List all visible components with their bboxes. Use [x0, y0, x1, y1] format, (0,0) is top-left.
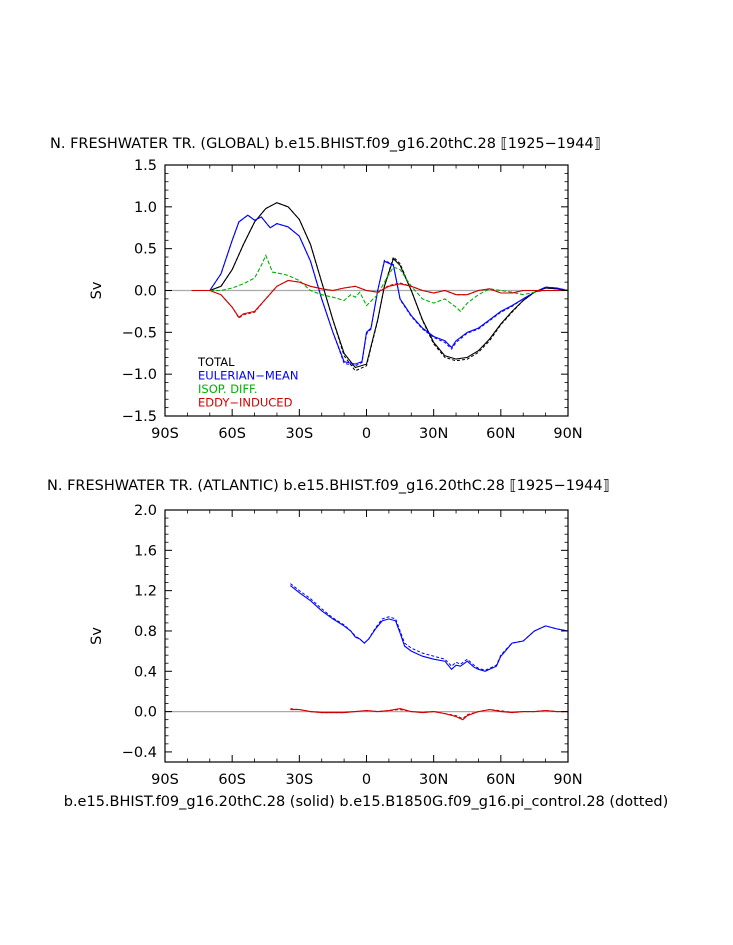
x-tick-label: 30N [419, 772, 448, 788]
chart-panel-2: N. FRESHWATER TR. (ATLANTIC) b.e15.BHIST… [47, 478, 668, 810]
y-tick-label: −0.5 [122, 325, 157, 341]
x-tick-label: 90S [151, 426, 179, 442]
y-tick-label: −0.4 [122, 745, 157, 761]
y-tick-label: −1.0 [122, 367, 157, 383]
series-line-1 [290, 585, 569, 672]
series-line-3 [191, 253, 568, 313]
series-line-dotted-2 [290, 708, 568, 720]
y-tick-label: 1.2 [134, 584, 157, 600]
chart-panel-1: N. FRESHWATER TR. (GLOBAL) b.e15.BHIST.f… [50, 136, 601, 442]
x-tick-label: 30S [286, 772, 314, 788]
x-tick-label: 0 [362, 426, 371, 442]
y-tick-label: 0.4 [134, 664, 157, 680]
chart-title: N. FRESHWATER TR. (GLOBAL) b.e15.BHIST.f… [50, 136, 601, 152]
series-line-dotted-1 [290, 583, 569, 671]
chart-title: N. FRESHWATER TR. (ATLANTIC) b.e15.BHIST… [47, 478, 610, 494]
x-tick-label: 90N [553, 772, 582, 788]
x-tick-label: 30N [419, 426, 448, 442]
y-axis-label: Sv [89, 281, 105, 299]
y-tick-label: 0.5 [134, 242, 157, 258]
x-tick-label: 60N [486, 426, 515, 442]
y-tick-label: 0.0 [134, 705, 157, 721]
legend-entry: EDDY−INDUCED [198, 396, 293, 410]
y-tick-label: 0.0 [134, 284, 157, 300]
series-line-4 [191, 279, 568, 319]
legend-entry: TOTAL [197, 355, 235, 369]
series-line-dotted-1 [191, 202, 569, 372]
y-tick-label: 1.6 [134, 543, 157, 559]
y-tick-label: 0.8 [134, 624, 157, 640]
x-tick-label: 0 [362, 772, 371, 788]
x-tick-label: 60S [218, 426, 246, 442]
series-line-2 [191, 214, 569, 365]
x-tick-label: 90N [553, 426, 582, 442]
y-tick-label: −1.5 [122, 409, 157, 425]
y-tick-label: 2.0 [134, 503, 157, 519]
series-line-1 [191, 202, 569, 369]
x-tick-label: 30S [286, 426, 314, 442]
x-tick-label: 60N [486, 772, 515, 788]
y-tick-label: 1.5 [134, 158, 157, 174]
plot-frame [164, 509, 569, 763]
y-axis-label: Sv [89, 627, 105, 645]
x-tick-label: 90S [151, 772, 179, 788]
y-tick-label: 1.0 [134, 200, 157, 216]
legend-entry: ISOP. DIFF. [198, 382, 257, 396]
x-axis-label: b.e15.BHIST.f09_g16.20thC.28 (solid) b.e… [64, 794, 669, 810]
series-line-2 [290, 708, 568, 721]
legend-entry: EULERIAN−MEAN [198, 369, 299, 383]
x-tick-label: 60S [218, 772, 246, 788]
